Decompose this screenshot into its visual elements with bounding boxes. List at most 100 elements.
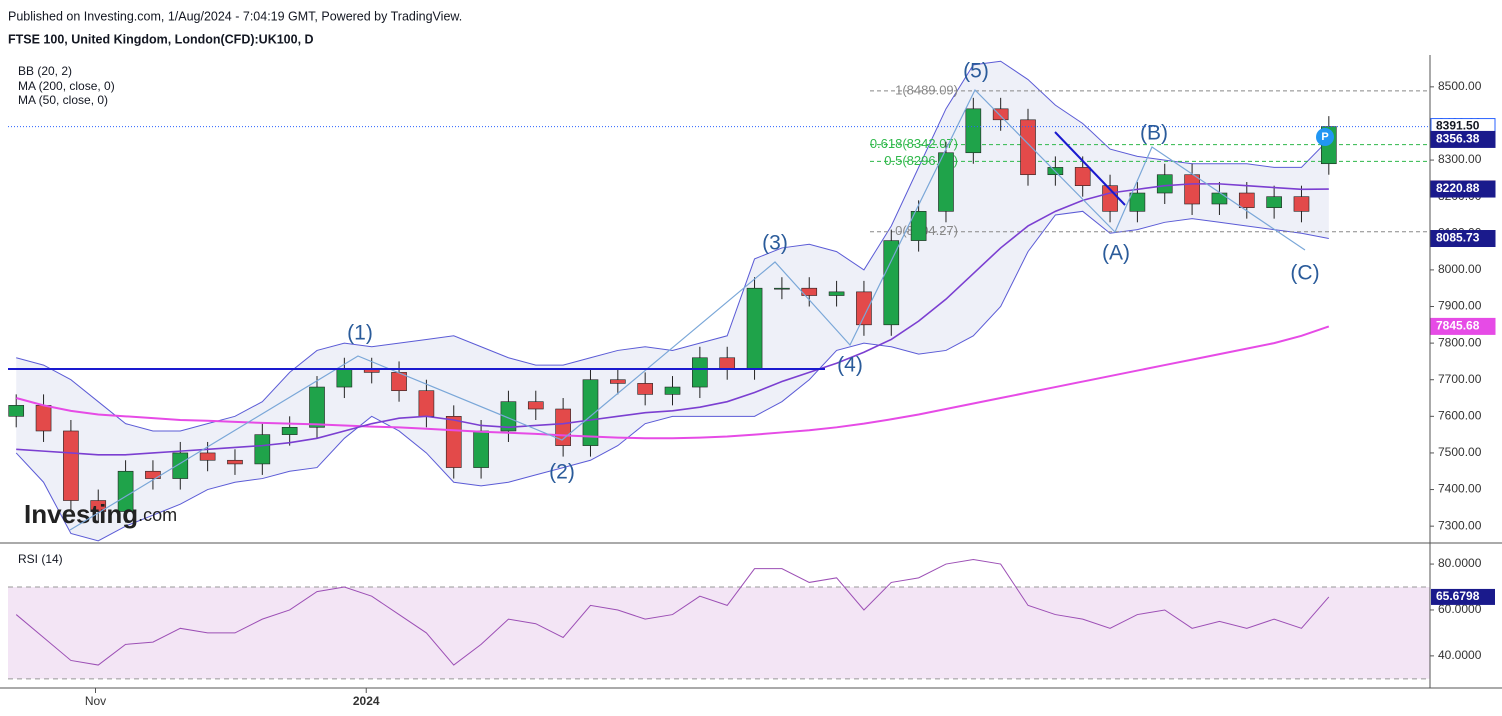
candle-body: [473, 430, 489, 468]
candle-body: [719, 357, 736, 370]
y-tick-label: 7800.00: [1438, 335, 1482, 349]
price-tag-label: 8391.50: [1436, 119, 1480, 133]
band-upper: [16, 60, 1330, 432]
fib-label: 0.618(8342.07): [870, 136, 958, 151]
candle-body: [1211, 192, 1228, 205]
legend-item: BB (20, 2): [18, 64, 72, 78]
wave-label: (4): [837, 354, 863, 377]
candle-body: [1293, 196, 1310, 212]
candle-body: [856, 291, 872, 326]
wave-label: (5): [963, 60, 989, 83]
candle-body: [938, 152, 954, 212]
candle-body: [1238, 192, 1255, 208]
wave-label: (2): [549, 461, 575, 484]
price-tag-label: 8356.38: [1436, 132, 1480, 146]
wave-label: (3): [762, 232, 788, 255]
candle-body: [774, 287, 790, 290]
price-tag: [1430, 317, 1496, 335]
candle-body: [90, 500, 107, 512]
candle-body: [965, 108, 982, 154]
chart-title: FTSE 100, United Kingdom, London(CFD):UK…: [8, 32, 314, 46]
candle-body: [910, 211, 927, 241]
candle-body: [637, 383, 653, 395]
rsi-tick-label: 40.0000: [1438, 648, 1482, 662]
candle-body: [828, 291, 845, 296]
price-tag-label: 7845.68: [1436, 319, 1480, 333]
publish-note: Published on Investing.com, 1/Aug/2024 -…: [8, 9, 462, 23]
y-tick-label: 7300.00: [1438, 518, 1482, 532]
band-fill: [16, 61, 1329, 541]
y-tick-label: 8500.00: [1438, 79, 1482, 93]
y-tick-label: 7600.00: [1438, 409, 1482, 423]
candle-body: [992, 108, 1009, 121]
price-tag: [1430, 230, 1496, 248]
candle-body: [418, 390, 435, 417]
x-tick-label: 2024: [353, 694, 380, 708]
candle-body: [8, 405, 25, 417]
rsi-line: [15, 558, 1330, 666]
moving-average: [15, 325, 1330, 440]
candle-body: [1020, 119, 1036, 176]
candle-body: [883, 240, 900, 326]
watermark-suffix: .com: [138, 505, 177, 525]
candle-body: [582, 379, 599, 446]
trend-line: [1054, 131, 1126, 206]
candle-body: [145, 470, 161, 479]
candle-body: [254, 434, 271, 465]
y-tick-label: 7400.00: [1438, 482, 1482, 496]
plot: 1(8489.09)0.618(8342.07)0.5(8296.58)0(81…: [8, 60, 1496, 708]
wave-label: (A): [1102, 242, 1130, 265]
fib-label: 1(8489.09): [895, 82, 958, 97]
candle-body: [172, 452, 189, 479]
candle-body: [227, 459, 243, 465]
rsi-tag-label: 65.6798: [1436, 589, 1480, 603]
y-tick-label: 7900.00: [1438, 299, 1482, 313]
candle-body: [199, 452, 216, 461]
price-tag: [1430, 180, 1496, 198]
moving-average: [16, 183, 1329, 456]
rsi-tick-label: 80.0000: [1438, 556, 1482, 570]
candle-body: [555, 408, 571, 446]
watermark-main: Investing: [24, 499, 138, 529]
y-tick-label: 7700.00: [1438, 372, 1482, 386]
candle-body: [527, 401, 544, 410]
y-tick-label: 8000.00: [1438, 262, 1482, 276]
signal-icon: [1316, 128, 1334, 146]
candle-body: [692, 357, 708, 388]
wave-label: (1): [347, 322, 373, 345]
y-tick-label: 7500.00: [1438, 445, 1482, 459]
rsi-tag: [1431, 588, 1495, 605]
price-tag-label: 8220.88: [1436, 181, 1480, 195]
price-tag-label: 8085.73: [1436, 231, 1480, 245]
candle-body: [281, 427, 298, 435]
candle-body: [63, 430, 79, 501]
candle-body: [1266, 196, 1282, 208]
fib-label: 0(8104.27): [895, 223, 958, 238]
candle-body: [664, 386, 681, 395]
legend-item: MA (50, close, 0): [18, 93, 108, 107]
candle-body: [309, 386, 325, 428]
candle-body: [35, 405, 52, 432]
x-tick-label: Nov: [85, 694, 106, 708]
wave-path: [69, 88, 1306, 531]
wave-label: (B): [1140, 122, 1168, 145]
signal-icon-glyph: P: [1321, 131, 1328, 143]
legend-item: MA (200, close, 0): [18, 79, 115, 93]
band-lower: [15, 210, 1329, 542]
y-tick-label: 8300.00: [1438, 152, 1482, 166]
rsi-tick-label: 60.0000: [1438, 602, 1482, 616]
candle-body: [1074, 167, 1091, 186]
candle-body: [1184, 174, 1200, 205]
wave-label: (C): [1290, 262, 1319, 285]
candle-body: [445, 416, 462, 468]
watermark: Investing.com: [24, 499, 177, 529]
candle-body: [336, 368, 353, 388]
candle-body: [500, 401, 517, 432]
price-tag: [1430, 130, 1496, 148]
candle-body: [746, 287, 763, 370]
candle-body: [1129, 192, 1146, 212]
candle-body: [609, 379, 626, 384]
candle-body: [1156, 174, 1173, 194]
rsi-name: RSI (14): [18, 552, 63, 566]
